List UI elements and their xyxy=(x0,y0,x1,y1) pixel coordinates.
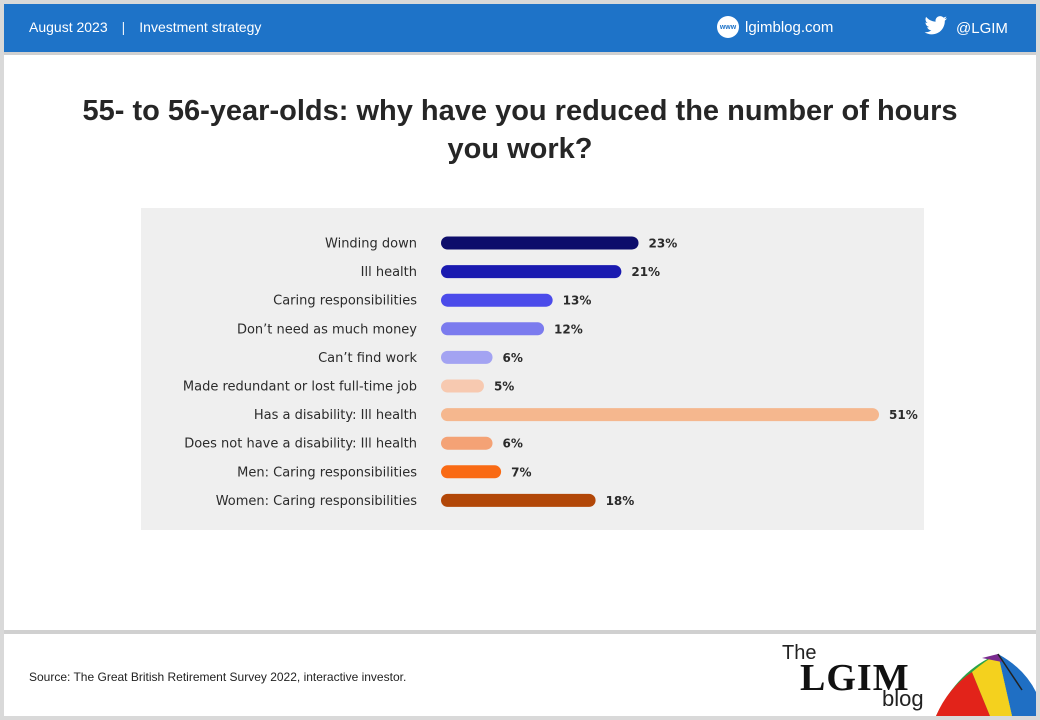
blog-link[interactable]: www lgimblog.com xyxy=(717,16,833,38)
header-left: August 2023 | Investment strategy xyxy=(29,19,261,35)
value-label: 12% xyxy=(554,322,583,336)
logo-the-text: The xyxy=(782,642,817,664)
header-category[interactable]: Investment strategy xyxy=(139,19,262,35)
value-label: 51% xyxy=(889,408,918,422)
chart-title: 55- to 56-year-olds: why have you reduce… xyxy=(82,95,958,165)
logo-blog-text: blog xyxy=(882,686,924,711)
bar xyxy=(441,236,639,250)
bar xyxy=(441,265,622,279)
source-note: Source: The Great British Retirement Sur… xyxy=(29,670,407,684)
value-label: 18% xyxy=(606,494,635,508)
category-label: Does not have a disability: Ill health xyxy=(184,437,417,452)
umbrella-icon xyxy=(936,653,1036,716)
lgim-blog-logo: The LGIM blog xyxy=(782,640,1036,716)
twitter-handle[interactable]: @LGIM xyxy=(956,19,1008,37)
category-label: Has a disability: Ill health xyxy=(254,408,417,423)
category-label: Ill health xyxy=(361,265,417,280)
category-label: Women: Caring responsibilities xyxy=(216,494,418,509)
category-label: Caring responsibilities xyxy=(273,294,417,309)
value-label: 6% xyxy=(503,437,523,451)
slide: August 2023 | Investment strategy www lg… xyxy=(4,4,1036,716)
header-divider xyxy=(4,52,1036,55)
value-label: 21% xyxy=(631,265,660,279)
category-label: Can’t find work xyxy=(318,351,417,366)
category-label: Don’t need as much money xyxy=(237,322,417,337)
globe-icon: www xyxy=(717,16,739,38)
bar xyxy=(441,293,553,307)
value-label: 7% xyxy=(511,465,531,479)
value-label: 13% xyxy=(563,294,592,308)
category-label: Made redundant or lost full-time job xyxy=(183,380,417,395)
value-label: 6% xyxy=(503,351,523,365)
bar-chart: Winding down 23% Ill health 21% Caring respo… xyxy=(183,236,918,509)
category-label: Winding down xyxy=(325,237,417,252)
logo-lgim-text: LGIM xyxy=(800,657,910,699)
bar xyxy=(441,493,596,507)
footer-divider xyxy=(4,630,1036,634)
bar xyxy=(441,322,545,336)
bar xyxy=(441,465,502,479)
value-label: 5% xyxy=(494,380,514,394)
chart-panel: Winding down 23% Ill health 21% Caring respo… xyxy=(141,208,924,530)
bar xyxy=(441,350,493,364)
twitter-link[interactable]: @LGIM xyxy=(924,16,1008,40)
header-separator: | xyxy=(121,19,126,35)
category-label: Men: Caring responsibilities xyxy=(237,465,417,480)
value-label: 23% xyxy=(649,237,678,251)
header-bar: August 2023 | Investment strategy www lg… xyxy=(4,4,1036,52)
bar xyxy=(441,436,493,450)
bar xyxy=(441,408,879,422)
blog-site-text[interactable]: lgimblog.com xyxy=(745,18,834,36)
header-date: August 2023 xyxy=(29,19,108,35)
bar xyxy=(441,379,484,393)
twitter-icon xyxy=(924,16,948,40)
